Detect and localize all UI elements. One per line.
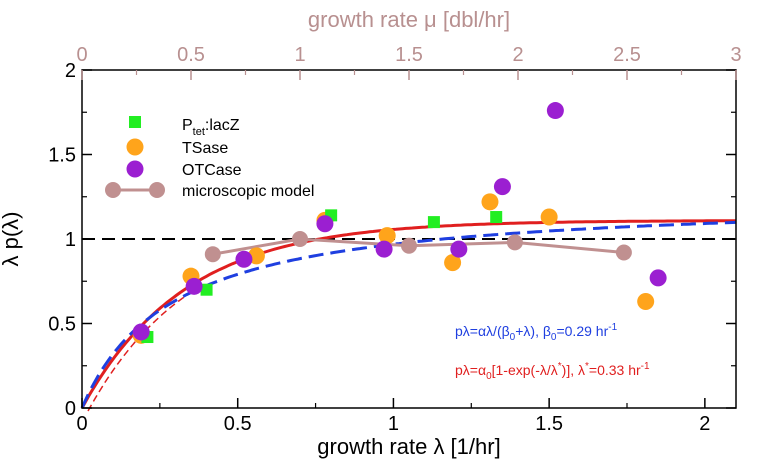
model-series	[204, 231, 632, 263]
otcase-point	[546, 102, 564, 120]
otcase-point	[316, 215, 334, 233]
legend: Ptet:lacZ TSase OTCase microscopic model	[105, 116, 314, 200]
fit-curve-exp-variant	[87, 293, 189, 412]
tsase-point	[378, 227, 396, 245]
top-tick-label: 1.5	[395, 44, 423, 66]
ptet-point	[200, 283, 213, 296]
y-tick-label: 0.5	[48, 314, 76, 336]
axes: 0 0.5 1 1.5 200.511.520 0.5 1 1.5 2 2.5 3	[48, 44, 741, 435]
legend-marker-tsase	[126, 138, 144, 156]
otcase-point	[235, 250, 253, 268]
ptet-point	[427, 216, 440, 229]
model-point	[506, 234, 523, 251]
model-point	[204, 246, 221, 263]
top-tick-label: 0.5	[177, 44, 205, 66]
legend-label-tsase: TSase	[182, 140, 228, 157]
legend-marker-otcase	[126, 160, 144, 178]
y-axis-label: λ p(λ)	[0, 212, 23, 267]
y-tick-label: 1.5	[48, 145, 76, 167]
otcase-point	[450, 240, 468, 258]
otcase-point	[493, 178, 511, 196]
top-tick-label: 2	[512, 44, 523, 66]
top-tick-label: 3	[730, 44, 741, 66]
fit-label-exp: pλ=α0[1-exp(-λ/λ*)], λ*=0.33 hr-1	[455, 361, 650, 382]
tsase-point	[540, 208, 558, 226]
x-tick-label: 1.5	[535, 413, 563, 435]
x-tick-label: 1	[388, 413, 399, 435]
model-point	[292, 231, 308, 247]
top-tick-label: 1	[294, 44, 305, 66]
otcase-point	[375, 240, 393, 258]
top-axis-label: growth rate μ [dbl/hr]	[308, 7, 510, 32]
x-tick-label: 0	[76, 413, 87, 435]
x-axis-label: growth rate λ [1/hr]	[317, 434, 500, 459]
data-points	[132, 102, 667, 344]
top-tick-label: 0	[76, 44, 87, 66]
legend-marker-ptet	[129, 116, 141, 128]
tsase-point	[444, 254, 462, 272]
tsase-point	[481, 193, 499, 211]
model-point	[615, 244, 632, 261]
fit-label-beta: pλ=αλ/(β0+λ), β0=0.29 hr-1	[455, 322, 618, 343]
model-point	[401, 237, 417, 254]
otcase-point	[185, 277, 203, 295]
x-tick-label: 0.5	[224, 413, 252, 435]
labels: growth rate λ [1/hr] growth rate μ [dbl/…	[0, 7, 510, 459]
legend-label-otcase: OTCase	[182, 162, 242, 179]
ptet-point	[490, 211, 503, 224]
tsase-point	[637, 293, 655, 311]
fit-annotations: pλ=αλ/(β0+λ), β0=0.29 hr-1 pλ=α0[1-exp(-λ…	[455, 322, 650, 382]
legend-marker-model	[149, 182, 165, 198]
y-tick-label: 0	[65, 398, 76, 420]
x-tick-label: 2	[699, 413, 710, 435]
legend-label-model: microscopic model	[182, 183, 314, 200]
y-tick-label: 1	[65, 229, 76, 251]
otcase-point	[132, 323, 150, 341]
legend-marker-model	[105, 182, 121, 198]
otcase-point	[649, 269, 667, 287]
legend-label-ptet: Ptet:lacZ	[182, 117, 240, 138]
y-tick-label: 2	[65, 60, 76, 82]
top-tick-label: 2.5	[613, 44, 641, 66]
